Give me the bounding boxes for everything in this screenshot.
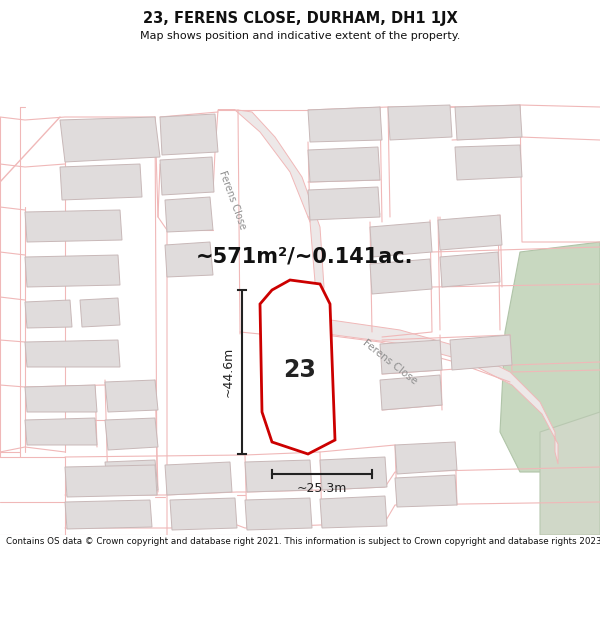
Polygon shape (395, 442, 457, 474)
Polygon shape (80, 298, 120, 327)
Polygon shape (218, 110, 324, 334)
Polygon shape (65, 500, 152, 529)
Polygon shape (540, 412, 600, 535)
Polygon shape (60, 164, 142, 200)
Text: 23, FERENS CLOSE, DURHAM, DH1 1JX: 23, FERENS CLOSE, DURHAM, DH1 1JX (143, 11, 457, 26)
Polygon shape (25, 255, 120, 287)
Polygon shape (60, 117, 160, 162)
Polygon shape (308, 147, 380, 182)
Polygon shape (25, 210, 122, 242)
Polygon shape (165, 242, 213, 277)
Polygon shape (245, 460, 312, 492)
Polygon shape (455, 105, 522, 140)
Polygon shape (245, 498, 312, 530)
Polygon shape (388, 105, 452, 140)
Polygon shape (105, 380, 158, 412)
Polygon shape (380, 340, 442, 374)
Polygon shape (105, 418, 158, 450)
Polygon shape (165, 462, 232, 495)
Text: Contains OS data © Crown copyright and database right 2021. This information is : Contains OS data © Crown copyright and d… (6, 537, 600, 546)
Polygon shape (25, 300, 72, 328)
Polygon shape (370, 222, 432, 257)
Text: Ferens Close: Ferens Close (361, 338, 419, 386)
Text: Ferens Close: Ferens Close (217, 169, 247, 231)
Text: Map shows position and indicative extent of the property.: Map shows position and indicative extent… (140, 31, 460, 41)
Polygon shape (500, 242, 600, 472)
Polygon shape (438, 215, 502, 250)
Polygon shape (290, 317, 558, 464)
Text: ~44.6m: ~44.6m (221, 347, 235, 397)
Text: 23: 23 (284, 358, 316, 382)
Polygon shape (105, 460, 158, 492)
Polygon shape (25, 385, 97, 412)
Polygon shape (380, 375, 442, 410)
Polygon shape (450, 335, 512, 370)
Polygon shape (25, 418, 97, 445)
Polygon shape (370, 259, 432, 294)
Polygon shape (260, 280, 335, 454)
Polygon shape (308, 107, 382, 142)
Polygon shape (25, 340, 120, 367)
Text: ~25.3m: ~25.3m (297, 481, 347, 494)
Polygon shape (65, 465, 157, 497)
Polygon shape (165, 197, 213, 232)
Polygon shape (308, 187, 380, 220)
Polygon shape (455, 145, 522, 180)
Polygon shape (160, 157, 214, 195)
Polygon shape (320, 496, 387, 528)
Polygon shape (170, 498, 237, 530)
Polygon shape (320, 457, 387, 490)
Polygon shape (440, 252, 500, 287)
Text: ~571m²/~0.141ac.: ~571m²/~0.141ac. (196, 247, 414, 267)
Polygon shape (395, 475, 457, 507)
Polygon shape (160, 114, 218, 155)
